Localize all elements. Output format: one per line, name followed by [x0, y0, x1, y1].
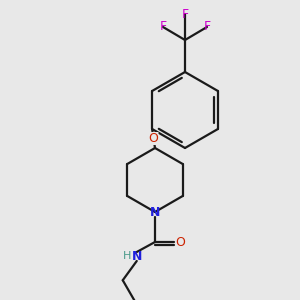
- Text: N: N: [132, 250, 142, 262]
- Text: H: H: [123, 251, 131, 261]
- Text: N: N: [150, 206, 160, 218]
- Text: O: O: [175, 236, 185, 248]
- Text: O: O: [148, 132, 158, 145]
- Text: F: F: [203, 20, 211, 34]
- Text: F: F: [159, 20, 167, 34]
- Text: F: F: [182, 8, 189, 20]
